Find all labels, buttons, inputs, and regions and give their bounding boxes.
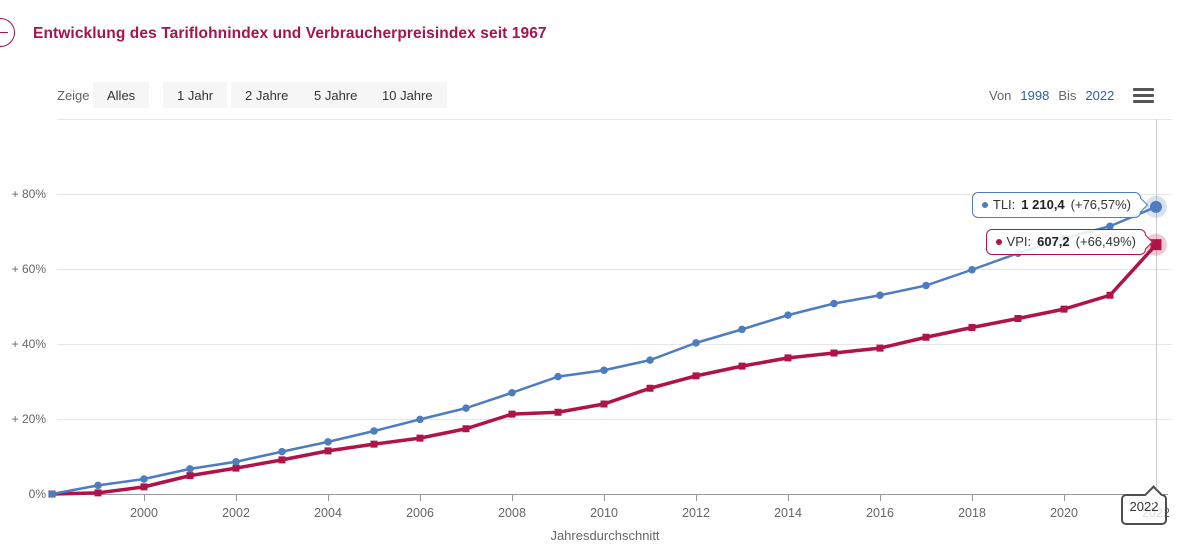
tli-change: (+76,57%) bbox=[1070, 197, 1131, 212]
vpi-marker[interactable] bbox=[186, 472, 194, 480]
y-tick-label: + 60% bbox=[12, 262, 47, 276]
vpi-marker[interactable] bbox=[646, 384, 654, 392]
vpi-marker[interactable] bbox=[416, 434, 424, 442]
x-tick-label: 2008 bbox=[498, 506, 526, 520]
tli-marker[interactable] bbox=[186, 465, 194, 473]
vpi-value: 607,2 bbox=[1037, 234, 1070, 249]
x-tick-label: 2002 bbox=[222, 506, 250, 520]
vpi-label: VPI: bbox=[1006, 234, 1032, 249]
bis-year-input[interactable]: 2022 bbox=[1085, 88, 1115, 103]
tooltip-vpi: VPI: 607,2 (+66,49%) bbox=[985, 229, 1146, 255]
tli-dot-icon bbox=[981, 201, 988, 208]
crosshair-year-flag: 2022 bbox=[1121, 494, 1167, 525]
vpi-marker[interactable] bbox=[830, 349, 838, 357]
vpi-marker[interactable] bbox=[554, 408, 562, 416]
tooltip-tli: TLI: 1 210,4 (+76,57%) bbox=[971, 192, 1141, 218]
minus-icon bbox=[0, 32, 8, 33]
vpi-marker[interactable] bbox=[1150, 239, 1162, 251]
hamburger-menu-icon[interactable] bbox=[1133, 88, 1154, 106]
tli-marker[interactable] bbox=[416, 415, 424, 424]
vpi-marker[interactable] bbox=[140, 483, 148, 491]
tli-marker[interactable] bbox=[1150, 200, 1162, 213]
tli-marker[interactable] bbox=[232, 457, 240, 466]
vpi-dot-icon bbox=[995, 238, 1002, 245]
zeige-label: Zeige bbox=[57, 88, 90, 103]
range-button-10-jahre[interactable]: 10 Jahre bbox=[368, 82, 447, 108]
vpi-marker[interactable] bbox=[600, 400, 608, 408]
tli-marker[interactable] bbox=[370, 427, 378, 435]
vpi-marker[interactable] bbox=[370, 440, 378, 448]
x-tick-label: 2006 bbox=[406, 506, 434, 520]
tli-marker[interactable] bbox=[646, 356, 654, 364]
x-tick-label: 2014 bbox=[774, 506, 802, 520]
vpi-marker[interactable] bbox=[784, 354, 792, 362]
vpi-marker[interactable] bbox=[1014, 315, 1022, 322]
vpi-marker[interactable] bbox=[692, 372, 700, 380]
vpi-marker[interactable] bbox=[876, 344, 884, 352]
tli-marker[interactable] bbox=[508, 388, 516, 397]
vpi-marker[interactable] bbox=[462, 425, 470, 433]
vpi-marker[interactable] bbox=[1106, 291, 1114, 299]
von-year-input[interactable]: 1998 bbox=[1020, 88, 1050, 103]
range-button-alles[interactable]: Alles bbox=[93, 82, 150, 108]
tli-marker[interactable] bbox=[140, 475, 148, 483]
tli-marker[interactable] bbox=[554, 372, 562, 381]
tli-marker[interactable] bbox=[922, 281, 930, 290]
tli-marker[interactable] bbox=[876, 291, 884, 300]
vpi-marker[interactable] bbox=[278, 456, 286, 464]
y-tick-label: 0% bbox=[29, 487, 47, 501]
tli-label: TLI: bbox=[992, 197, 1016, 212]
von-label: Von bbox=[989, 88, 1012, 103]
x-tick-label: 2020 bbox=[1050, 506, 1078, 520]
tli-marker[interactable] bbox=[968, 265, 976, 274]
x-tick-label: 2016 bbox=[866, 506, 894, 520]
range-button-5-jahre[interactable]: 5 Jahre bbox=[300, 82, 372, 108]
tli-marker[interactable] bbox=[738, 325, 746, 334]
x-tick-label: 2018 bbox=[958, 506, 986, 520]
tli-marker[interactable] bbox=[830, 299, 838, 308]
vpi-marker[interactable] bbox=[94, 489, 102, 497]
y-tick-label: + 40% bbox=[12, 337, 47, 351]
bis-label: Bis bbox=[1058, 88, 1077, 103]
tli-marker[interactable] bbox=[784, 311, 792, 319]
vpi-marker[interactable] bbox=[324, 447, 332, 455]
tli-marker[interactable] bbox=[94, 481, 102, 490]
tli-marker[interactable] bbox=[600, 366, 608, 375]
tli-marker[interactable] bbox=[462, 404, 470, 412]
vpi-marker[interactable] bbox=[508, 410, 516, 418]
y-tick-label: + 20% bbox=[12, 412, 47, 426]
page-title: Entwicklung des Tariflohnindex und Verbr… bbox=[33, 25, 547, 42]
tli-marker[interactable] bbox=[692, 339, 700, 347]
tli-value: 1 210,4 bbox=[1021, 197, 1065, 212]
y-tick-label: + 80% bbox=[12, 187, 47, 201]
x-tick-label: 2004 bbox=[314, 506, 342, 520]
vpi-marker[interactable] bbox=[922, 333, 930, 341]
vpi-marker[interactable] bbox=[1060, 305, 1068, 313]
vpi-marker[interactable] bbox=[232, 464, 240, 472]
tli-marker[interactable] bbox=[48, 490, 56, 498]
range-button-2-jahre[interactable]: 2 Jahre bbox=[231, 82, 303, 108]
tli-marker[interactable] bbox=[324, 438, 332, 446]
vpi-change: (+66,49%) bbox=[1075, 234, 1136, 249]
x-axis-title: Jahresdurchschnitt bbox=[550, 528, 660, 543]
vpi-marker[interactable] bbox=[968, 324, 976, 331]
date-range-controls: Von 1998 Bis 2022 bbox=[989, 88, 1114, 103]
vpi-marker[interactable] bbox=[738, 362, 746, 370]
x-tick-label: 2010 bbox=[590, 506, 618, 520]
range-button-1-jahr[interactable]: 1 Jahr bbox=[163, 82, 228, 108]
tli-marker[interactable] bbox=[278, 447, 286, 456]
x-tick-label: 2000 bbox=[130, 506, 158, 520]
x-tick-label: 2012 bbox=[682, 506, 710, 520]
